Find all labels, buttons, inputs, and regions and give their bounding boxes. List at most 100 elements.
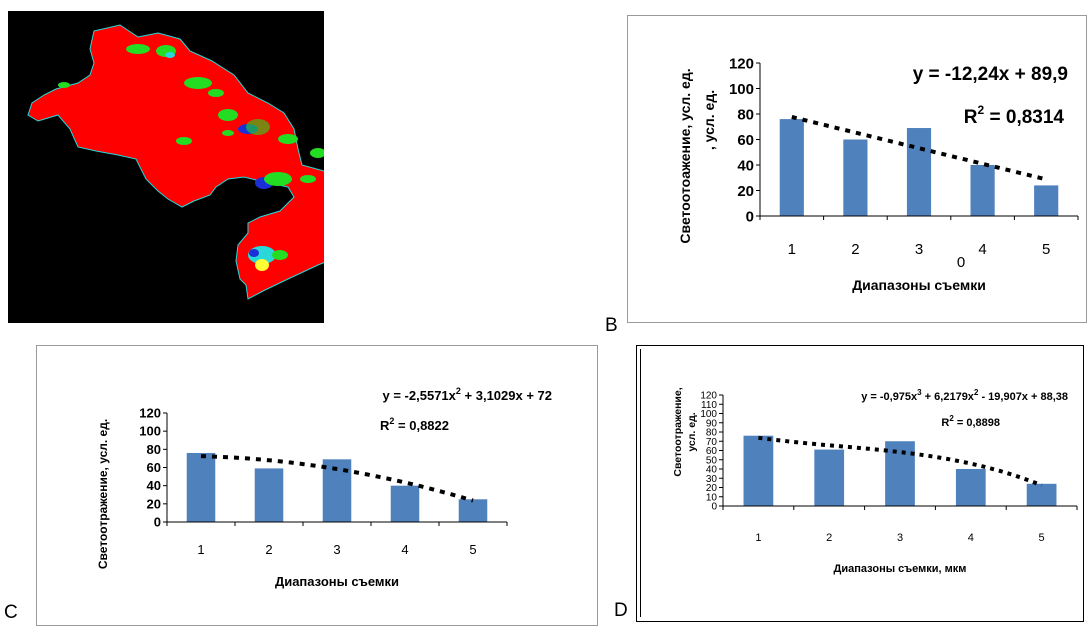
- y-tick-label: 70: [706, 437, 718, 448]
- chart-c-frame: 0 20 40 60 80 100 120 1 2 3 4 5 Диапазоны съемки Свет…: [36, 345, 598, 626]
- green-patch: [300, 175, 316, 183]
- y-tick-label: 40: [147, 478, 161, 493]
- trend-equation: y = -0,975x3 + 6,2179x2 - 19,907x + 88,3…: [861, 388, 1068, 403]
- y-tick-label: 80: [706, 428, 718, 439]
- chart-c: 0 20 40 60 80 100 120 1 2 3 4 5 Диапазоны съемки Свет…: [96, 386, 552, 589]
- green-patch: [246, 119, 270, 135]
- green-patch: [126, 44, 150, 54]
- stray-zero-label: 0: [957, 254, 965, 271]
- bar: [390, 485, 420, 522]
- green-patch: [58, 82, 70, 88]
- y-tick-label: 80: [147, 442, 161, 457]
- field-area: [27, 24, 324, 300]
- y-tick-label: 60: [737, 132, 754, 149]
- bar: [779, 119, 804, 216]
- y-tick-label: 20: [147, 496, 161, 511]
- green-patch: [184, 77, 212, 89]
- bar: [885, 441, 915, 506]
- bar: [1026, 483, 1057, 506]
- y-tick-label: 0: [711, 502, 717, 513]
- chart-d-inner-border: [640, 349, 1084, 617]
- r-squared: R2 = 0,8314: [964, 103, 1065, 128]
- green-patch: [218, 109, 238, 121]
- panel-letter-d: D: [614, 600, 628, 621]
- y-tick-label: 50: [706, 455, 718, 466]
- y-axis-title-2: усл. ед.: [686, 412, 698, 451]
- y-tick-label: 60: [706, 446, 718, 457]
- y-axis-title: Светоотражение,: [672, 387, 684, 476]
- y-tick-label: 10: [706, 492, 718, 503]
- trend-equation: y = -12,24x + 89,9: [913, 64, 1068, 85]
- trendline: [758, 435, 1043, 488]
- x-tick-label: 2: [265, 542, 272, 557]
- y-tick-label: 100: [139, 424, 161, 439]
- bar: [1034, 185, 1059, 216]
- x-tick-label: 5: [1039, 532, 1045, 544]
- chart-d-frame: 0 10 20 30 40 50 60 70 80 90 100 110 120 1 2 3 4 5 Диапазо…: [636, 345, 1084, 622]
- x-tick-label: 1: [755, 532, 761, 544]
- green-patch: [264, 172, 292, 186]
- green-patch: [310, 148, 324, 158]
- bar: [814, 449, 845, 506]
- r-squared: R2 = 0,8898: [941, 414, 1000, 429]
- green-patch: [272, 250, 288, 260]
- x-tick-label: 5: [1042, 241, 1050, 258]
- y-axis-title-2: , усл. ед.: [701, 90, 717, 150]
- bar: [843, 139, 868, 216]
- classified-map-image: [8, 11, 324, 323]
- y-tick-label: 40: [706, 465, 718, 476]
- y-tick-label: 60: [147, 460, 161, 475]
- y-tick-label: 100: [729, 81, 754, 98]
- y-tick-label: 120: [139, 406, 161, 421]
- bar: [254, 468, 284, 522]
- y-tick-label: 90: [706, 418, 718, 429]
- chart-b: 0 20 40 60 80 100 120 1 2 3 4 5 Диапазоны съемки Свет…: [677, 55, 1079, 293]
- y-tick-label: 20: [706, 483, 718, 494]
- r-squared: R2 = 0,8822: [380, 416, 449, 433]
- y-tick-label: 120: [729, 55, 754, 72]
- x-axis-title: Диапазоны съемки: [852, 277, 986, 293]
- x-tick-label: 5: [469, 542, 476, 557]
- green-patch: [208, 89, 224, 97]
- trend-equation: y = -2,5571x2 + 3,1029x + 72: [383, 386, 552, 403]
- y-tick-label: 110: [701, 400, 717, 411]
- y-tick-label: 80: [737, 106, 754, 123]
- x-tick-label: 1: [788, 241, 796, 258]
- y-tick-label: 30: [706, 474, 718, 485]
- trendline: [200, 454, 474, 503]
- bar: [743, 435, 774, 506]
- bar: [186, 452, 216, 522]
- chart-b-frame: 0 20 40 60 80 100 120 1 2 3 4 5 Диапазоны съемки Свет…: [627, 15, 1087, 323]
- y-tick-label: 20: [737, 183, 754, 200]
- green-patch: [278, 134, 298, 144]
- green-patch: [222, 130, 234, 136]
- x-tick-label: 3: [333, 542, 340, 557]
- bar: [970, 165, 995, 216]
- panel-letter-c: C: [4, 602, 18, 623]
- yellow-patch: [255, 259, 269, 271]
- x-tick-label: 4: [978, 241, 986, 258]
- map-classes: [58, 44, 324, 271]
- blue-patch: [249, 249, 259, 257]
- x-tick-label: 3: [915, 241, 923, 258]
- x-axis-title: Диапазоны съемки: [275, 574, 399, 589]
- bar: [458, 499, 488, 522]
- y-tick-label: 100: [700, 409, 717, 420]
- x-tick-label: 4: [968, 532, 974, 544]
- bar: [906, 128, 932, 216]
- y-tick-label: 0: [746, 208, 754, 225]
- bar: [955, 469, 986, 506]
- classification-map: [27, 24, 324, 300]
- x-tick-label: 4: [401, 542, 408, 557]
- x-tick-label: 3: [897, 532, 903, 544]
- x-tick-label: 2: [851, 241, 859, 258]
- y-tick-label: 0: [154, 515, 161, 530]
- panel-letter-b: B: [605, 315, 618, 336]
- x-tick-label: 1: [197, 542, 204, 557]
- green-patch: [176, 137, 192, 145]
- y-tick-label: 40: [737, 157, 754, 174]
- y-axis-title: Светоотражение, усл. ед.: [96, 419, 110, 569]
- y-axis-title: Светоотоажение, усл. ед.: [677, 68, 693, 243]
- x-axis-title: Диапазоны съемки, мкм: [834, 563, 967, 575]
- x-tick-label: 2: [826, 532, 832, 544]
